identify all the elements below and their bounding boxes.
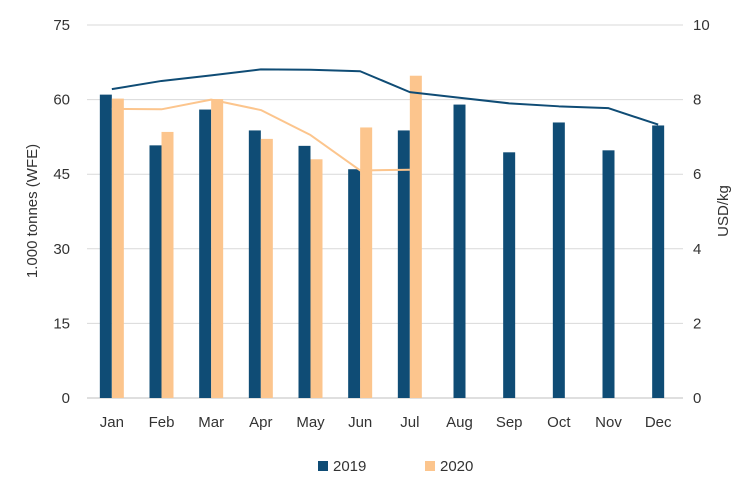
x-tick-label: Aug	[446, 414, 473, 431]
bar-2019	[552, 122, 565, 399]
bar-2019	[602, 150, 615, 398]
bar-2020	[111, 98, 124, 398]
price-lines	[111, 68, 659, 172]
y-tick-label: 45	[53, 166, 70, 183]
legend: 2019 2020	[318, 458, 473, 475]
bar-2020	[360, 127, 373, 398]
gridlines	[87, 24, 683, 399]
x-tick-label: Apr	[249, 414, 272, 431]
bar-2019	[453, 104, 466, 398]
x-axis-ticks: Jan Feb Mar Apr May Jun Jul Aug Sep Oct Nov Dec	[100, 414, 672, 431]
bar-2020	[409, 75, 422, 398]
x-tick-label: Jun	[348, 414, 372, 431]
bar-2020	[211, 99, 224, 399]
right-axis-ticks: 0 2 4 6 8 10	[693, 17, 710, 407]
y-tick-label: 15	[53, 315, 70, 332]
bar-2019	[199, 109, 212, 399]
left-axis-ticks: 0 15 30 45 60 75	[53, 17, 70, 407]
y2-tick-label: 2	[693, 315, 701, 332]
bar-2019	[99, 94, 112, 399]
y2-axis-title: USD/kg	[715, 185, 732, 237]
y-axis-title: 1.000 tonnes (WFE)	[24, 144, 41, 278]
bar-2020	[260, 138, 273, 398]
bar-2019	[652, 125, 665, 398]
x-tick-label: Jan	[100, 414, 124, 431]
legend-swatch-2019	[318, 461, 328, 471]
x-tick-label: Oct	[547, 414, 571, 431]
y-tick-label: 75	[53, 17, 70, 34]
y2-tick-label: 0	[693, 390, 701, 407]
legend-label-2020: 2020	[440, 458, 473, 475]
legend-swatch-2020	[425, 461, 435, 471]
bars	[99, 75, 665, 399]
bar-2020	[310, 159, 323, 398]
y2-tick-label: 4	[693, 241, 701, 258]
y2-tick-label: 10	[693, 17, 710, 34]
bar-2019	[298, 145, 311, 398]
x-tick-label: Mar	[198, 414, 224, 431]
x-tick-label: Jul	[400, 414, 419, 431]
bar-2019	[149, 145, 162, 398]
y-tick-label: 60	[53, 92, 70, 109]
y2-tick-label: 6	[693, 166, 701, 183]
bar-2019	[397, 130, 410, 398]
y2-tick-label: 8	[693, 92, 701, 109]
x-tick-label: May	[296, 414, 325, 431]
bar-2019	[348, 169, 361, 398]
x-tick-label: Sep	[496, 414, 523, 431]
bar-2019	[503, 152, 516, 398]
x-tick-label: Feb	[149, 414, 175, 431]
bar-2019	[248, 130, 261, 398]
x-tick-label: Dec	[645, 414, 672, 431]
legend-label-2019: 2019	[333, 458, 366, 475]
y-tick-label: 30	[53, 241, 70, 258]
price-line-2020	[111, 98, 410, 172]
bar-2020	[161, 131, 174, 398]
x-tick-label: Nov	[595, 414, 622, 431]
y-tick-label: 0	[62, 390, 70, 407]
price-line-2019	[111, 68, 659, 126]
